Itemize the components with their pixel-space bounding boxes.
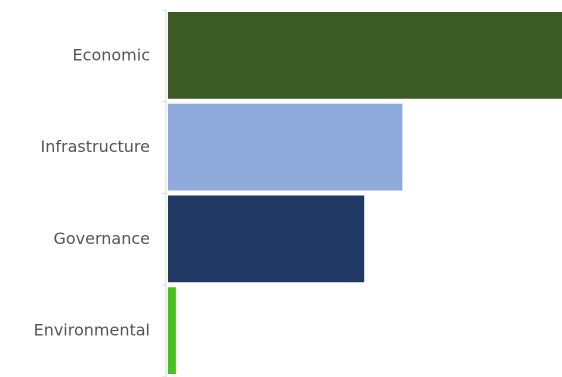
category-label-governance: Governance [53, 229, 150, 248]
bar-economic[interactable] [168, 12, 562, 99]
category-label-environmental: Environmental [34, 321, 150, 340]
category-labels: Economic Infrastructure Governance Environm… [34, 45, 150, 339]
bar-governance[interactable] [168, 195, 365, 283]
bar-environmental[interactable] [168, 287, 176, 374]
category-label-economic: Economic [73, 45, 150, 64]
bars [168, 12, 562, 374]
bar-infrastructure[interactable] [168, 103, 403, 191]
category-label-infrastructure: Infrastructure [41, 137, 150, 156]
y-axis [162, 9, 167, 377]
